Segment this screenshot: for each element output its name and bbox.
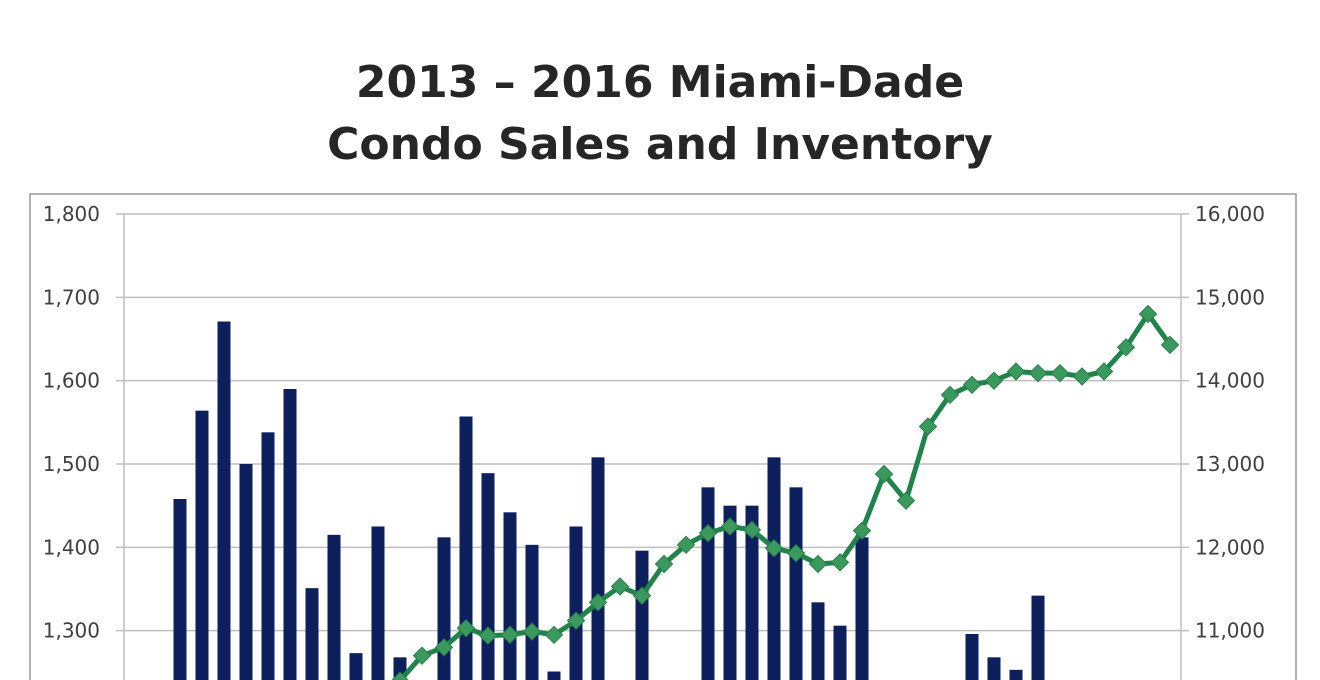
line-point	[412, 646, 432, 665]
line-point	[544, 625, 564, 645]
bar	[327, 534, 341, 680]
bar	[283, 389, 297, 680]
line-point	[698, 523, 718, 543]
line-point	[434, 638, 454, 657]
line-point	[720, 517, 740, 536]
line-point	[984, 371, 1004, 390]
line-point	[500, 625, 520, 645]
bar	[459, 416, 473, 680]
line-point	[391, 671, 409, 680]
line-point	[830, 553, 850, 572]
line-point	[1006, 362, 1026, 381]
bar	[855, 537, 869, 680]
bar	[789, 487, 803, 680]
right-tick-label: 15,000	[1195, 285, 1265, 309]
line-point	[1138, 304, 1158, 324]
right-tick-label: 13,000	[1195, 452, 1265, 476]
line-point	[1028, 363, 1048, 383]
left-tick-label: 1,300	[43, 619, 100, 643]
bar	[195, 410, 209, 680]
left-tick-label: 1,500	[43, 452, 100, 476]
line-point	[896, 491, 916, 510]
bar	[1031, 595, 1045, 680]
chart-title: 2013 – 2016 Miami-Dade Condo Sales and I…	[0, 52, 1320, 176]
bar-series	[173, 321, 1045, 680]
bar	[767, 457, 781, 680]
bar	[591, 457, 605, 680]
line-point	[852, 521, 872, 540]
bar	[547, 671, 561, 680]
right-axis: 16,000 15,000 14,000 13,000 12,000 11,000	[1195, 202, 1265, 643]
left-axis: 1,800 1,700 1,600 1,500 1,400 1,300	[43, 202, 100, 643]
bar	[481, 473, 495, 680]
line-point	[1094, 362, 1114, 381]
bar	[833, 625, 847, 680]
bar	[503, 512, 517, 680]
line-point	[1050, 363, 1070, 383]
bar	[965, 634, 979, 680]
chart-title-line-2: Condo Sales and Inventory	[327, 119, 993, 170]
bar	[173, 499, 187, 680]
line-point	[478, 626, 498, 645]
line-point	[1072, 367, 1092, 386]
line-point	[940, 385, 960, 405]
line-point	[654, 554, 674, 574]
left-tick-label: 1,400	[43, 535, 100, 559]
bar	[1009, 669, 1023, 680]
line-point	[566, 611, 586, 630]
bar	[217, 321, 231, 680]
line-point	[808, 554, 828, 574]
bar	[987, 657, 1001, 680]
line-point	[1160, 335, 1180, 355]
bar	[371, 526, 385, 680]
line-series	[391, 304, 1180, 680]
line-point	[632, 586, 652, 605]
left-tick-label: 1,800	[43, 202, 100, 226]
bar	[261, 432, 275, 680]
line-point	[962, 375, 982, 395]
gridlines	[116, 213, 1189, 632]
line-point	[456, 618, 476, 638]
right-tick-label: 16,000	[1195, 202, 1265, 226]
bar	[701, 487, 715, 680]
line-point	[918, 417, 938, 436]
line-point	[588, 593, 608, 612]
right-tick-label: 14,000	[1195, 369, 1265, 393]
left-tick-label: 1,700	[43, 285, 100, 309]
line-point	[1116, 338, 1136, 357]
bar	[239, 464, 253, 680]
line-point	[764, 538, 784, 558]
bar	[305, 588, 319, 680]
line-point	[610, 577, 630, 596]
line-point	[874, 464, 894, 484]
bar	[723, 505, 737, 680]
line-point	[522, 622, 542, 641]
bar	[745, 505, 759, 680]
chart-title-line-1: 2013 – 2016 Miami-Dade	[355, 57, 965, 108]
bar	[525, 544, 539, 680]
line-point	[676, 535, 696, 555]
right-tick-label: 12,000	[1195, 535, 1265, 559]
bar	[635, 550, 649, 680]
bar	[569, 526, 583, 680]
bar	[437, 537, 451, 680]
chart-frame	[29, 193, 1297, 680]
left-tick-label: 1,600	[43, 369, 100, 393]
bar	[811, 602, 825, 680]
line-point	[742, 520, 762, 540]
bar	[349, 653, 363, 680]
right-tick-label: 11,000	[1195, 619, 1265, 643]
line-point	[786, 543, 806, 563]
